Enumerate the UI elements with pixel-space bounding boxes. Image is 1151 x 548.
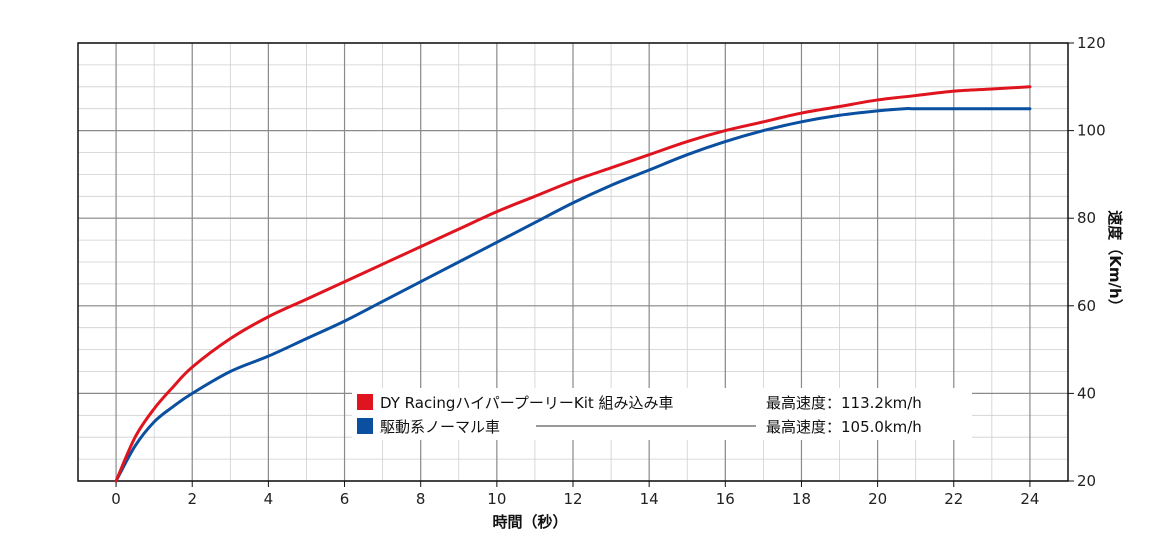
y-tick-label: 60 (1077, 297, 1096, 315)
y-tick-label: 40 (1077, 384, 1096, 402)
x-tick-label: 2 (187, 490, 197, 508)
legend-label-normal: 駆動系ノーマル車 (380, 418, 500, 436)
y-tick-label: 20 (1077, 472, 1096, 490)
x-tick-label: 22 (944, 490, 963, 508)
legend-max-speed-tuned: 最高速度：113.2km/h (766, 394, 922, 412)
y-tick-label: 120 (1077, 34, 1106, 52)
series-line-tuned (114, 85, 1032, 483)
x-tick-label: 20 (868, 490, 887, 508)
y-tick-label: 80 (1077, 209, 1096, 227)
legend-swatch-red (357, 394, 373, 410)
series-layer (114, 85, 1032, 483)
y-axis-ticks: 20 40 60 80 100 120 (1068, 34, 1106, 490)
x-tick-label: 6 (340, 490, 350, 508)
x-tick-label: 0 (111, 490, 121, 508)
x-axis-ticks: 0 2 4 6 8 10 12 14 16 18 20 22 24 (111, 481, 1039, 508)
legend: DY RacingハイパープーリーKit 組み込み車 最高速度：113.2km/… (352, 388, 972, 440)
legend-swatch-blue (357, 418, 373, 434)
x-tick-label: 4 (264, 490, 274, 508)
x-tick-label: 14 (640, 490, 659, 508)
y-tick-label: 100 (1077, 122, 1106, 140)
legend-max-speed-normal: 最高速度：105.0km/h (766, 418, 922, 436)
legend-label-tuned: DY RacingハイパープーリーKit 組み込み車 (380, 394, 674, 412)
x-axis-title: 時間（秒） (492, 513, 567, 531)
x-tick-label: 16 (716, 490, 735, 508)
x-tick-label: 18 (792, 490, 811, 508)
x-tick-label: 24 (1020, 490, 1039, 508)
x-tick-label: 8 (416, 490, 426, 508)
legend-background (352, 388, 972, 440)
y-axis-title: 速度（Km/h） (1106, 210, 1124, 313)
x-tick-label: 12 (563, 490, 582, 508)
x-tick-label: 10 (487, 490, 506, 508)
series-line-normal (114, 107, 1032, 483)
